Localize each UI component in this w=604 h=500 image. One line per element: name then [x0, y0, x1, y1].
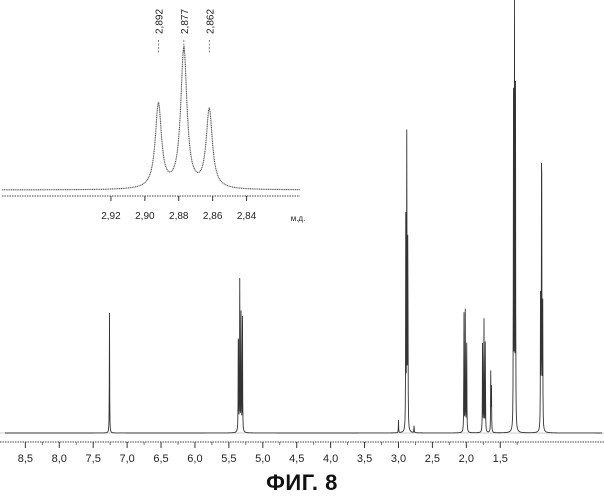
x-tick-label: 2,0	[459, 453, 474, 465]
inset-x-tick-label: 2,86	[203, 211, 223, 222]
x-tick-label: 6,5	[153, 453, 168, 465]
main-spectrum-plot: 8,5 8,0 7,5 7,0 6,5 6,0 5,5 5,0 4,5 4,0 3,5 3,0 2,5 2…	[0, 0, 604, 465]
x-tick-label: 8,0	[52, 453, 67, 465]
x-tick-label: 3,0	[391, 453, 406, 465]
inset-x-tick-label: 2,84	[237, 211, 257, 222]
inset-expansion-plot: 2,92 2,90 2,88 2,86 2,84 м.д. 2,892 2,877 2,862	[2, 9, 305, 223]
peak-label: 2,892	[154, 9, 165, 34]
x-tick-label: 2,5	[425, 453, 440, 465]
peak-label: 2,877	[180, 9, 191, 34]
peak-label: 2,862	[205, 9, 216, 34]
x-tick-label: 5,0	[255, 453, 270, 465]
figure-caption: ФИГ. 8	[0, 470, 604, 496]
inset-x-tick-label: 2,90	[135, 211, 155, 222]
x-tick-label: 4,5	[289, 453, 304, 465]
x-tick-label: 7,5	[86, 453, 101, 465]
inset-x-tick-label: 2,88	[169, 211, 189, 222]
x-tick-label: 4,0	[323, 453, 338, 465]
x-tick-label: 1,5	[493, 453, 508, 465]
x-tick-label: 5,5	[221, 453, 236, 465]
inset-x-tick-label: 2,92	[101, 211, 121, 222]
x-tick-label: 6,0	[187, 453, 202, 465]
inset-trace	[2, 47, 300, 190]
inset-x-unit-label: м.д.	[291, 214, 306, 223]
x-tick-label: 8,5	[18, 453, 33, 465]
x-tick-label: 7,0	[119, 453, 134, 465]
x-tick-label: 3,5	[357, 453, 372, 465]
